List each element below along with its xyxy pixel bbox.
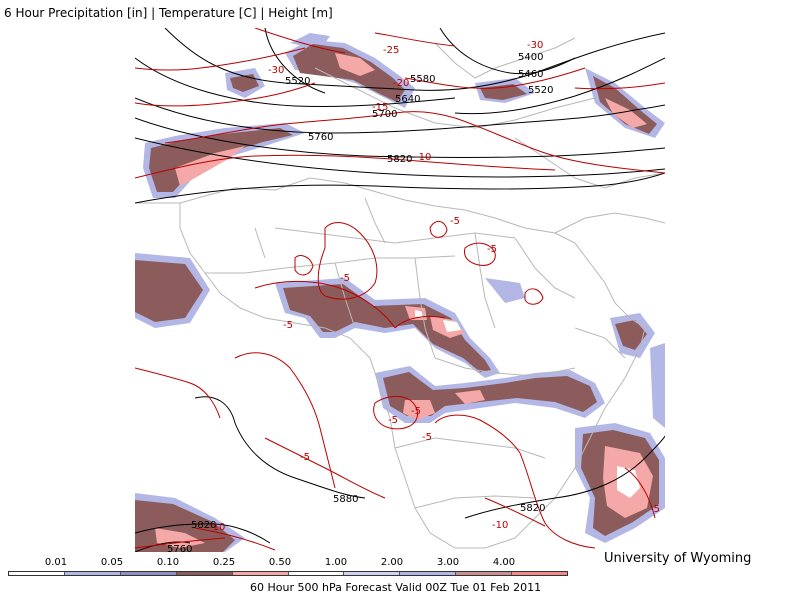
height-label: 5520 (285, 76, 310, 87)
temp-label: -30 (268, 65, 284, 76)
legend-tick: 3.00 (436, 557, 460, 568)
height-label: 5760 (167, 544, 192, 552)
temp-label: -5 (300, 452, 310, 463)
legend-tick: 1.00 (324, 557, 348, 568)
legend-tick: 0.01 (44, 557, 68, 568)
height-label: 5820 (387, 154, 412, 165)
height-label: 5400 (518, 52, 543, 63)
forecast-valid-label: 60 Hour 500 hPa Forecast Valid 00Z Tue 0… (250, 581, 542, 594)
temp-label: -20 (393, 78, 409, 89)
temp-label: -5 (487, 244, 497, 255)
country-borders (135, 37, 665, 549)
legend-tick: 0.05 (100, 557, 124, 568)
legend-tick: 4.00 (492, 557, 516, 568)
temp-label: -5 (340, 273, 350, 284)
precipitation-color-scale (8, 571, 568, 576)
temp-label: -5 (422, 432, 432, 443)
legend-swatch (400, 572, 457, 575)
temperature-contours (135, 28, 665, 551)
temp-label: -5 (450, 216, 460, 227)
height-label: 5580 (410, 74, 435, 85)
legend-tick-labels: 0.01 0.05 0.10 0.25 0.50 1.00 2.00 3.00 … (8, 557, 568, 571)
height-label: 5640 (395, 94, 420, 105)
temp-label: -15 (372, 102, 388, 113)
chart-title: 6 Hour Precipitation [in] | Temperature … (4, 6, 333, 20)
temp-label: -30 (527, 40, 543, 51)
legend-tick: 0.10 (156, 557, 180, 568)
legend-tick: 2.00 (380, 557, 404, 568)
height-label: 5820 (191, 520, 216, 531)
temp-label: -5 (388, 415, 398, 426)
temp-label: -10 (209, 522, 225, 533)
temp-label: -10 (492, 520, 508, 531)
forecast-map: 5400 5460 5520 5520 5580 5640 5700 5760 … (135, 28, 665, 552)
height-labels: 5400 5460 5520 5520 5580 5640 5700 5760 … (167, 52, 553, 552)
temp-label: -5 (283, 320, 293, 331)
legend-swatch (64, 572, 121, 575)
height-label: 5520 (528, 85, 553, 96)
legend-swatch (288, 572, 345, 575)
height-label: 5760 (308, 132, 333, 143)
height-label: 5700 (372, 109, 397, 120)
temperature-labels: -30 -25 -30 -20 -15 -10 -5 -5 -5 -5 -5 -… (209, 40, 660, 533)
legend-swatch (512, 572, 568, 575)
height-label: 5460 (518, 69, 543, 80)
legend-tick: 0.50 (268, 557, 292, 568)
temp-label: -5 (650, 504, 660, 515)
legend-swatch (344, 572, 401, 575)
precipitation-areas (135, 33, 665, 552)
legend-swatch (120, 572, 177, 575)
legend-tick: 0.25 (212, 557, 236, 568)
legend-swatch (232, 572, 289, 575)
credit-label: University of Wyoming (604, 551, 752, 566)
temp-label: -5 (411, 406, 421, 417)
height-label: 5880 (333, 494, 358, 505)
temp-label: -10 (415, 152, 431, 163)
legend-swatch (176, 572, 233, 575)
legend-swatch (456, 572, 513, 575)
temp-label: -25 (383, 45, 399, 56)
height-label: 5820 (520, 503, 545, 514)
legend-swatch (9, 572, 65, 575)
